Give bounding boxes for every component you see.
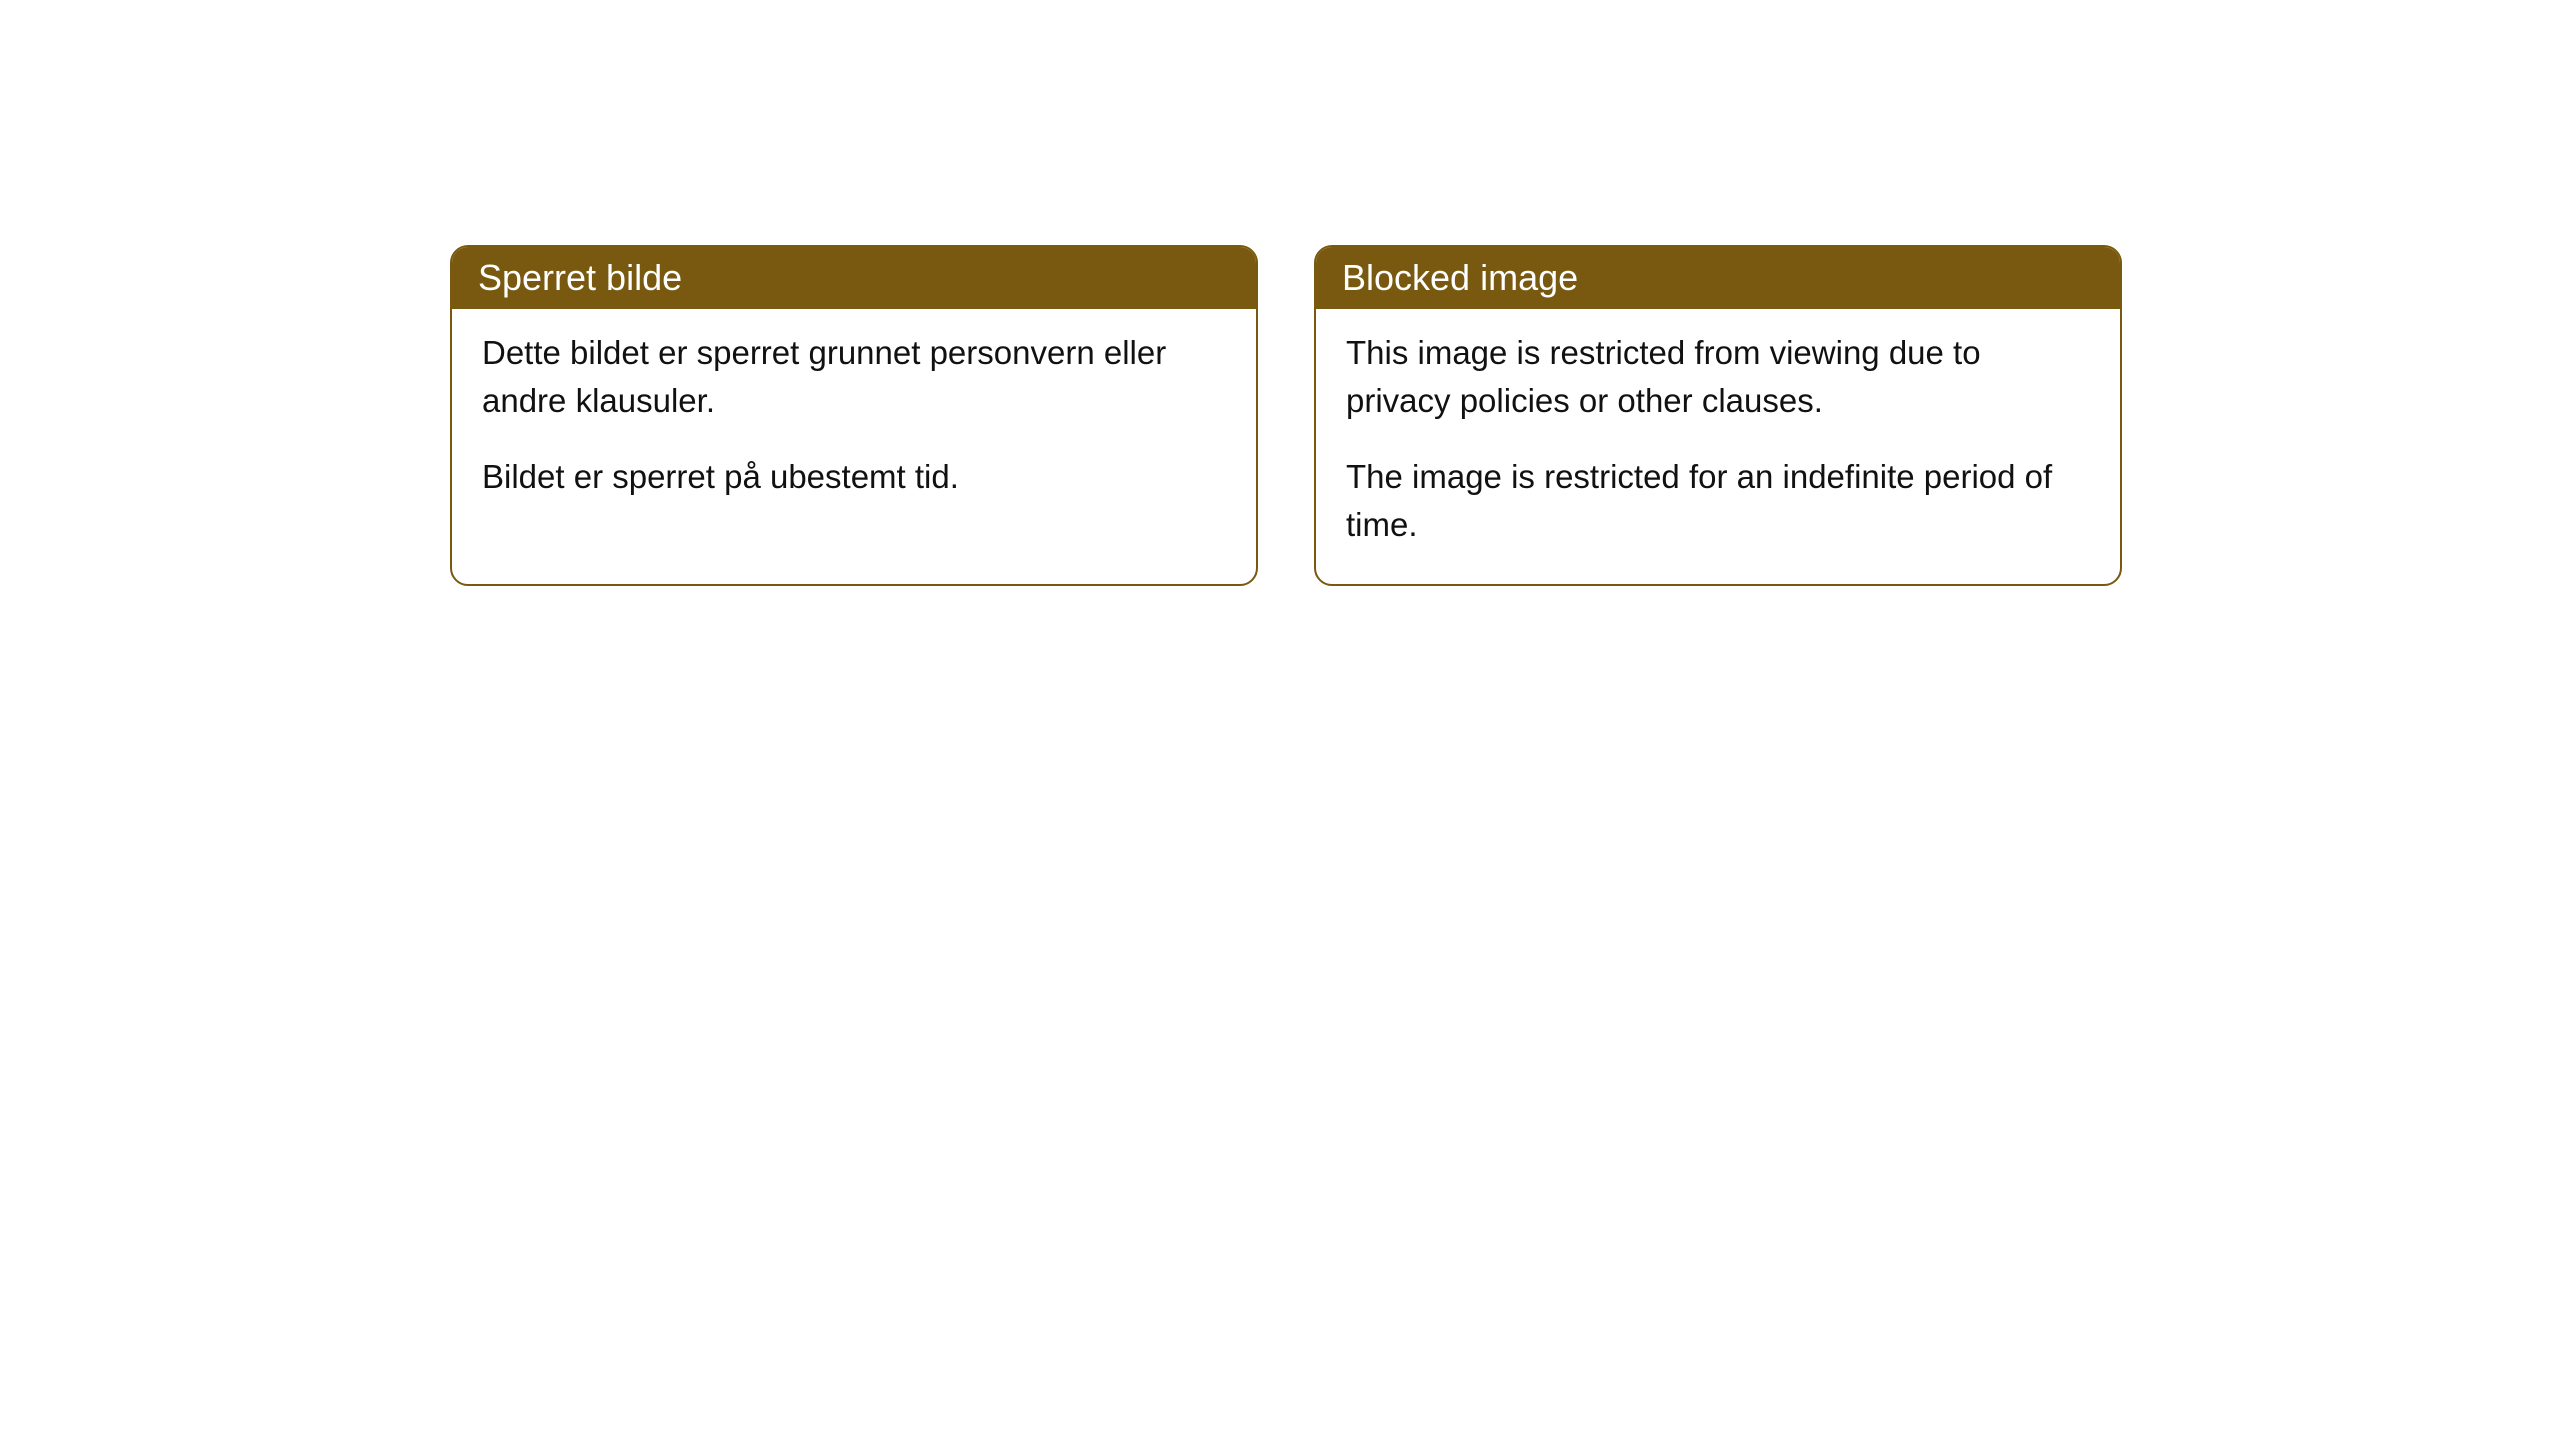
card-header: Blocked image — [1316, 247, 2120, 309]
card-header: Sperret bilde — [452, 247, 1256, 309]
notice-card-english: Blocked image This image is restricted f… — [1314, 245, 2122, 586]
notice-cards-container: Sperret bilde Dette bildet er sperret gr… — [450, 245, 2122, 586]
card-body: This image is restricted from viewing du… — [1316, 309, 2120, 584]
card-paragraph: Bildet er sperret på ubestemt tid. — [482, 453, 1226, 501]
card-paragraph: Dette bildet er sperret grunnet personve… — [482, 329, 1226, 425]
card-paragraph: The image is restricted for an indefinit… — [1346, 453, 2090, 549]
card-body: Dette bildet er sperret grunnet personve… — [452, 309, 1256, 537]
notice-card-norwegian: Sperret bilde Dette bildet er sperret gr… — [450, 245, 1258, 586]
card-paragraph: This image is restricted from viewing du… — [1346, 329, 2090, 425]
